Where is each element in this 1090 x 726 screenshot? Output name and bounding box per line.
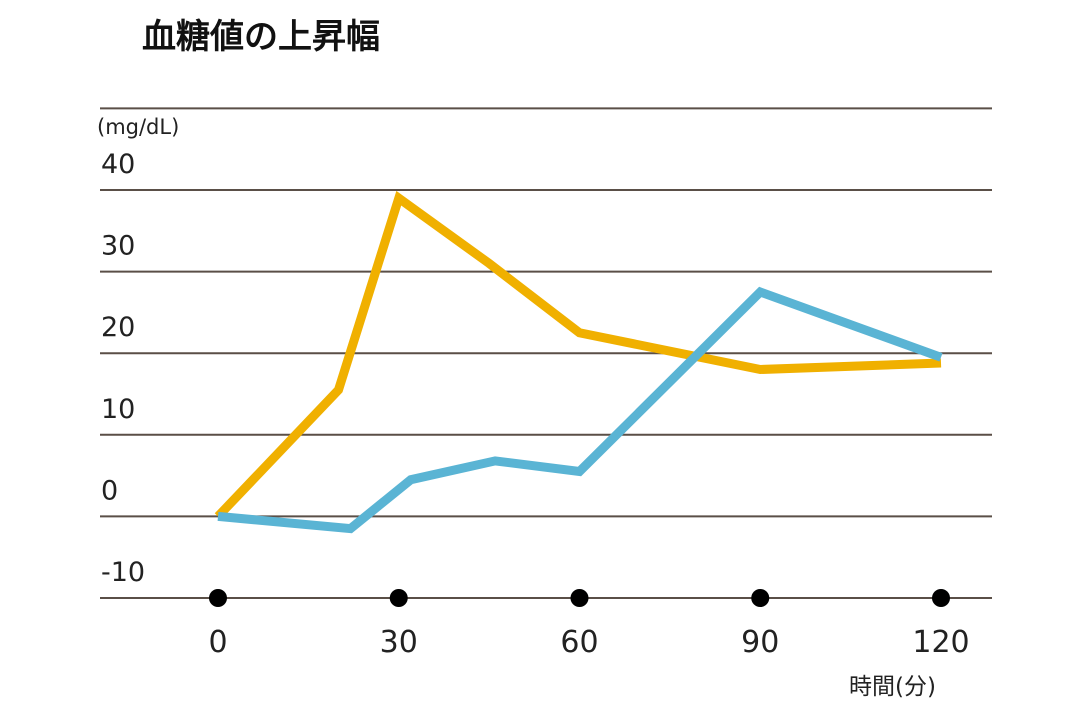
- x-tick-label: 60: [560, 625, 598, 660]
- x-tick-label: 120: [912, 625, 969, 660]
- y-tick-label: -10: [101, 557, 145, 588]
- x-tick-label: 0: [208, 625, 227, 660]
- x-tick-dot: [570, 589, 589, 607]
- series-lines: [214, 190, 943, 534]
- y-tick-label: 10: [101, 394, 135, 425]
- y-tick-label: 20: [101, 312, 135, 343]
- gridlines: [100, 107, 992, 599]
- x-tick-dot: [389, 589, 408, 607]
- y-tick-label: 30: [101, 231, 135, 262]
- x-axis-label: 時間(分): [849, 674, 936, 700]
- x-tick-dot: [932, 589, 950, 607]
- chart-title: 血糖値の上昇幅: [142, 17, 380, 57]
- y-axis-tick-labels: -10 0 10 20 30 40: [101, 149, 145, 588]
- x-axis-tick-markers: [209, 589, 950, 607]
- x-axis-tick-labels: 0 30 60 90 120: [208, 625, 969, 660]
- y-tick-label: 40: [101, 149, 135, 180]
- series-line-orange: [214, 190, 942, 520]
- series-line-blue: [217, 286, 943, 534]
- x-tick-label: 30: [380, 625, 418, 660]
- x-tick-dot: [209, 589, 227, 607]
- y-tick-label: 0: [101, 475, 118, 506]
- x-tick-label: 90: [741, 625, 779, 660]
- x-tick-dot: [751, 589, 770, 607]
- y-axis-unit-label: (mg/dL): [97, 115, 179, 139]
